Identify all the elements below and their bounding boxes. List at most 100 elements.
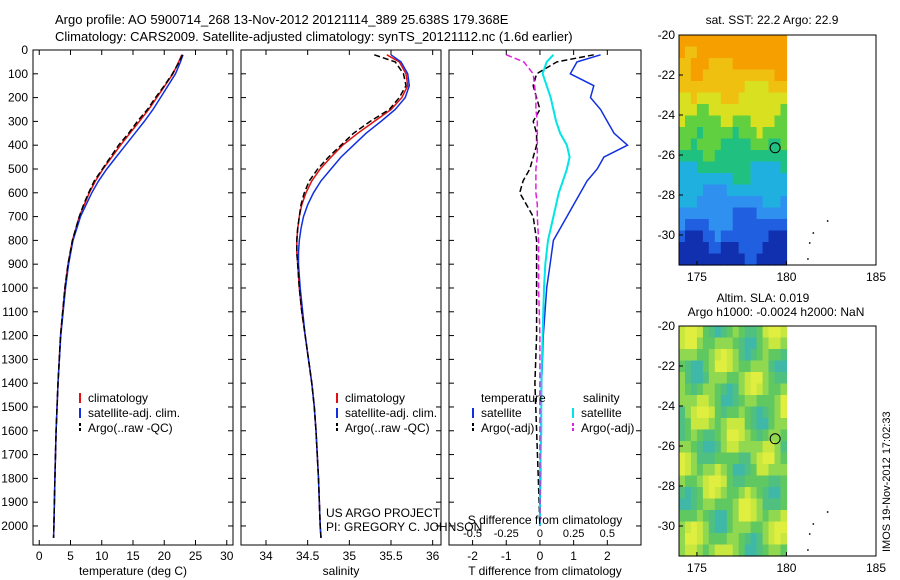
sla_map-cell [762,521,770,534]
sla_map-cell [720,349,728,362]
sst_map-cell [732,35,740,48]
sst_map-cell [738,92,746,105]
sla_map-cell [738,337,746,350]
sst_map-cell [696,150,704,163]
sst_map-cell [708,127,716,140]
sst_map-cell [726,161,734,174]
sla_map-cell [702,429,710,442]
sst_map-cell [738,58,746,71]
sst_map-cell [738,161,746,174]
sla_map-cell [685,349,692,362]
sst_map-cell [744,150,752,163]
sla_map-cell [780,406,788,419]
sla_map-cell [685,533,692,546]
sst_map-cell [738,81,746,94]
sla_map-cell [744,326,752,339]
sla_map-cell [744,452,752,465]
sla_map-cell [708,429,716,442]
sst_map-cell [685,150,692,163]
sst_map-cell [756,196,764,209]
sla_map-cell [762,498,770,511]
sst_map-cell [732,69,740,82]
sst_map-cell [750,58,758,71]
sla_map-cell [685,510,692,523]
sst_map-cell [696,173,704,186]
sla_map-cell [702,395,710,408]
sla_map-cell [762,429,770,442]
sla_map-cell [702,406,710,419]
sla_map-cell [726,418,734,431]
sst_map-cell [714,92,722,105]
sst_map-cell [714,46,722,59]
sla_map-cell [738,349,746,362]
sst_map-cell [679,173,686,186]
sla_map-cell [732,337,740,350]
sla_map-cell [762,475,770,488]
sst_map-cell [774,127,782,140]
sla_map-cell [708,372,716,385]
difference-legend-s-entry: satellite [581,406,622,420]
difference-xtick-label: -1 [501,549,512,563]
sst_map-cell [732,196,740,209]
sla_map-cell [738,418,746,431]
sla_map-cell [756,452,764,465]
sla_map-cell [732,395,740,408]
sla_map-cell [679,521,686,534]
sla_map-cell [702,533,710,546]
sst_map-cell [732,58,740,71]
sla_map-cell [714,349,722,362]
sla_map-cell [756,475,764,488]
sst_map-cell [756,161,764,174]
sla_map-cell [732,441,740,454]
sst_map-ytick-label: -24 [658,108,676,122]
sst_map-cell [685,230,692,243]
sla_map-cell [762,349,770,362]
temperature-line-argorawqc [52,54,184,538]
sst_map-cell [774,115,782,128]
sla_map-cell [750,418,758,431]
sst_map-cell [714,138,722,151]
sst_map-cell [679,58,686,71]
sla_map-cell [738,464,746,477]
sla_map-cell [780,521,788,534]
sst_map-cell [708,161,716,174]
salinity-legend-entry: satellite-adj. clim. [345,406,437,420]
salinity-legend-entry: Argo(..raw -QC) [345,421,430,435]
sst_map-cell [732,242,740,255]
sst_map-cell [690,46,698,59]
salinity-xtick-label: 34 [259,549,273,563]
sla_map-cell [708,510,716,523]
sla_map-cell [762,418,770,431]
sst_map-cell [768,173,776,186]
sst_map-cell [714,219,722,232]
sla_map-cell [756,372,764,385]
sla_map-cell [690,498,698,511]
sst_map-cell [780,58,788,71]
sla_map-cell [768,510,776,523]
sst_map-cell [768,253,776,266]
sst_map-cell [774,46,782,59]
sla_map-cell [690,349,698,362]
sla_map-cell [774,418,782,431]
sst_map-cell [738,115,746,128]
sst_map-cell [726,127,734,140]
sst_map-cell [714,253,722,266]
sst_map-cell [744,81,752,94]
sst_map-cell [762,207,770,220]
sla_map-cell [738,395,746,408]
sla_map-cell [774,383,782,396]
sla_map-cell [696,521,704,534]
sst_map-cell [744,92,752,105]
sla_map-cell [768,498,776,511]
sst_map-cell [720,230,728,243]
sla_map-cell [780,464,788,477]
sla_map-cell [756,383,764,396]
sla_map-cell [774,533,782,546]
sst_map-cell [726,207,734,220]
sla_map-cell [696,498,704,511]
sla_map-cell [762,510,770,523]
sst_map-cell [780,35,788,48]
sla_map-cell [690,418,698,431]
sst_map-cell [696,138,704,151]
